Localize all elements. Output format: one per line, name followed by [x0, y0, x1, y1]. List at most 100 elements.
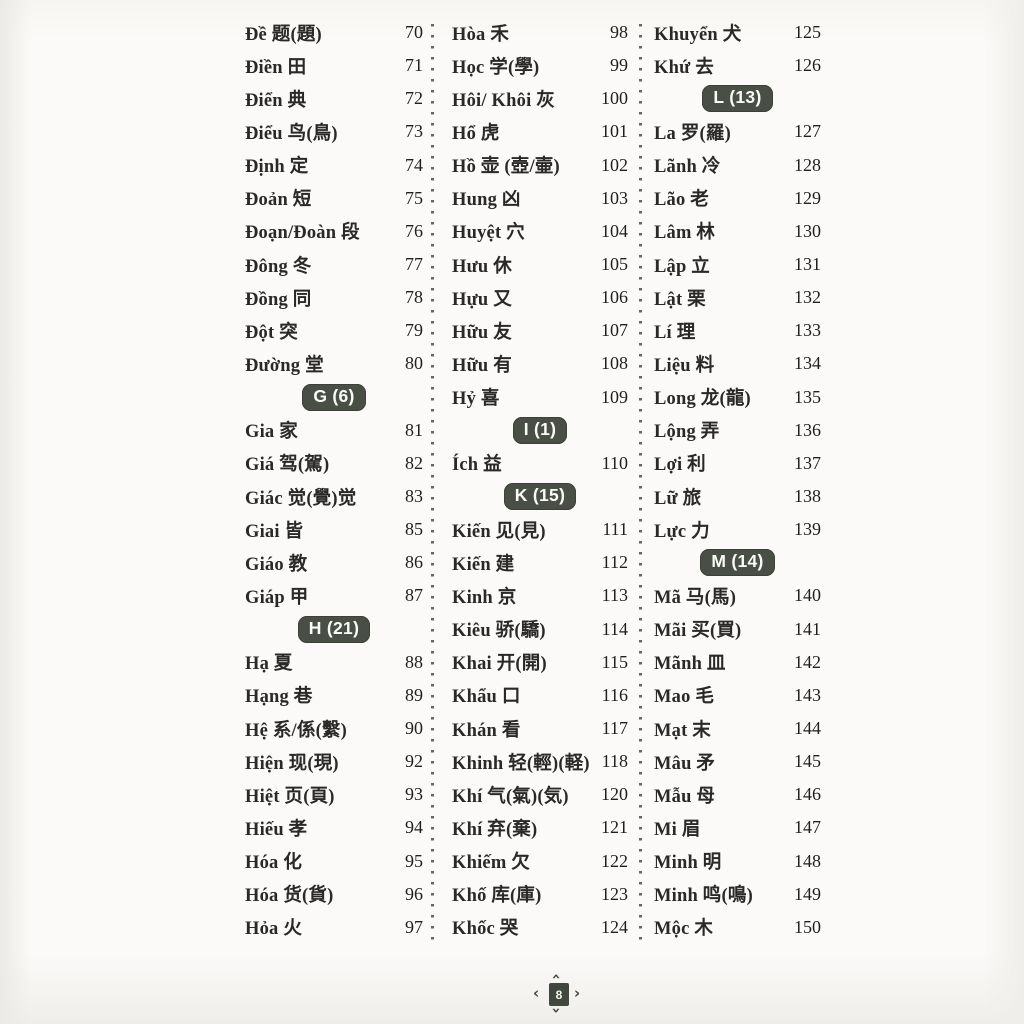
entry-word: Hổ 虎 [452, 123, 500, 144]
section-badge: H (21) [297, 615, 371, 643]
index-column-3: Khuyển 犬 125 Khứ 去 126 L (13) La 罗(羅) 127 Lãnh … [654, 16, 821, 944]
index-column-1: Đề 题(題) 70 Điền 田 71 Điển 典 72 Điểu 鸟(鳥) 73 Định… [245, 16, 423, 944]
entry-page-number: 99 [610, 55, 628, 76]
entry-word: Khứ 去 [654, 57, 714, 78]
entry-page-number: 77 [405, 254, 423, 275]
index-entry-row: Đoản 短 75 [245, 182, 423, 215]
index-entry-row: Khinh 轻(輕)(軽) 118 [452, 745, 628, 778]
entry-page-number: 111 [602, 519, 628, 540]
entry-page-number: 86 [405, 552, 423, 573]
section-badge: K (15) [503, 483, 577, 511]
section-header-row: L (13) [654, 82, 821, 115]
index-entry-row: Đồng 同 78 [245, 281, 423, 314]
entry-page-number: 127 [794, 121, 821, 142]
entry-word: Mạt 末 [654, 720, 711, 741]
entry-page-number: 93 [405, 784, 423, 805]
index-entry-row: Hựu 又 106 [452, 281, 628, 314]
index-entry-row: Hổ 虎 101 [452, 115, 628, 148]
entry-page-number: 125 [794, 22, 821, 43]
entry-word: Khán 看 [452, 720, 521, 741]
section-badge: G (6) [302, 383, 366, 411]
entry-word: Lão 老 [654, 190, 709, 211]
entry-word: Điền 田 [245, 57, 307, 78]
section-header-row: G (6) [245, 381, 423, 414]
section-header-row: H (21) [245, 613, 423, 646]
entry-page-number: 128 [794, 154, 821, 175]
entry-word: Hung 凶 [452, 190, 521, 211]
entry-page-number: 123 [601, 883, 628, 904]
entry-word: Hỏa 火 [245, 919, 303, 940]
entry-page-number: 102 [601, 154, 628, 175]
entry-page-number: 101 [601, 121, 628, 142]
chevron-up-icon: › [546, 973, 565, 980]
entry-page-number: 74 [405, 154, 423, 175]
index-entry-row: Minh 鸣(鳴) 149 [654, 878, 821, 911]
entry-word: Giáo 教 [245, 554, 308, 575]
entry-word: Điểu 鸟(鳥) [245, 123, 338, 144]
entry-page-number: 96 [405, 883, 423, 904]
entry-word: La 罗(羅) [654, 123, 731, 144]
entry-page-number: 81 [405, 419, 423, 440]
entry-page-number: 104 [601, 220, 628, 241]
entry-page-number: 147 [794, 817, 821, 838]
entry-word: Giáp 甲 [245, 587, 309, 608]
entry-word: Lập 立 [654, 256, 711, 277]
index-entry-row: Lộng 弄 136 [654, 414, 821, 447]
entry-page-number: 109 [601, 386, 628, 407]
entry-page-number: 131 [794, 254, 821, 275]
column-separator-dotted [639, 24, 642, 946]
section-header-row: M (14) [654, 546, 821, 579]
entry-word: Khuyển 犬 [654, 24, 742, 45]
entry-word: Khẩu 口 [452, 687, 521, 708]
entry-page-number: 124 [601, 916, 628, 937]
entry-word: Hạng 巷 [245, 687, 313, 708]
index-entry-row: Đoạn/Đoàn 段 76 [245, 215, 423, 248]
entry-word: Liệu 料 [654, 355, 715, 376]
index-entry-row: Mãnh 皿 142 [654, 646, 821, 679]
entry-word: Đường 堂 [245, 355, 324, 376]
index-entry-row: Khai 开(開) 115 [452, 646, 628, 679]
entry-page-number: 72 [405, 88, 423, 109]
index-entry-row: Mộc 木 150 [654, 911, 821, 944]
entry-page-number: 85 [405, 519, 423, 540]
index-entry-row: Mao 毛 143 [654, 679, 821, 712]
entry-page-number: 98 [610, 22, 628, 43]
entry-page-number: 107 [601, 320, 628, 341]
entry-word: Hiệt 页(頁) [245, 786, 335, 807]
index-entry-row: Gia 家 81 [245, 414, 423, 447]
entry-page-number: 78 [405, 287, 423, 308]
entry-word: Mẫu 母 [654, 786, 716, 807]
section-header-row: K (15) [452, 480, 628, 513]
entry-word: Mao 毛 [654, 687, 715, 708]
index-entry-row: Ích 益 110 [452, 447, 628, 480]
entry-page-number: 92 [405, 751, 423, 772]
index-entry-row: Giác 觉(覺)觉 83 [245, 480, 423, 513]
entry-page-number: 143 [794, 684, 821, 705]
index-entry-row: Mẫu 母 146 [654, 778, 821, 811]
entry-page-number: 136 [794, 419, 821, 440]
entry-word: Lí 理 [654, 322, 696, 343]
index-entry-row: Hòa 禾 98 [452, 16, 628, 49]
chevron-down-icon: › [547, 1007, 566, 1014]
index-entry-row: Khố 库(庫) 123 [452, 878, 628, 911]
entry-word: Mộc 木 [654, 919, 714, 940]
index-entry-row: Hiện 现(現) 92 [245, 745, 423, 778]
entry-word: Hựu 又 [452, 289, 512, 310]
entry-page-number: 144 [794, 718, 821, 739]
entry-word: Giác 觉(覺)觉 [245, 488, 357, 509]
entry-page-number: 148 [794, 850, 821, 871]
index-entry-row: Kiến 建 112 [452, 546, 628, 579]
index-entry-row: Huyệt 穴 104 [452, 215, 628, 248]
entry-word: Định 定 [245, 157, 309, 178]
index-entry-row: Lật 栗 132 [654, 281, 821, 314]
entry-page-number: 149 [794, 883, 821, 904]
index-entry-row: Khí 气(氣)(気) 120 [452, 778, 628, 811]
entry-word: Lãnh 冷 [654, 157, 721, 178]
entry-page-number: 83 [405, 486, 423, 507]
index-entry-row: Lữ 旅 138 [654, 480, 821, 513]
entry-word: Hưu 休 [452, 256, 512, 277]
entry-page-number: 103 [601, 187, 628, 208]
entry-page-number: 80 [405, 353, 423, 374]
entry-page-number: 90 [405, 718, 423, 739]
entry-page-number: 142 [794, 651, 821, 672]
